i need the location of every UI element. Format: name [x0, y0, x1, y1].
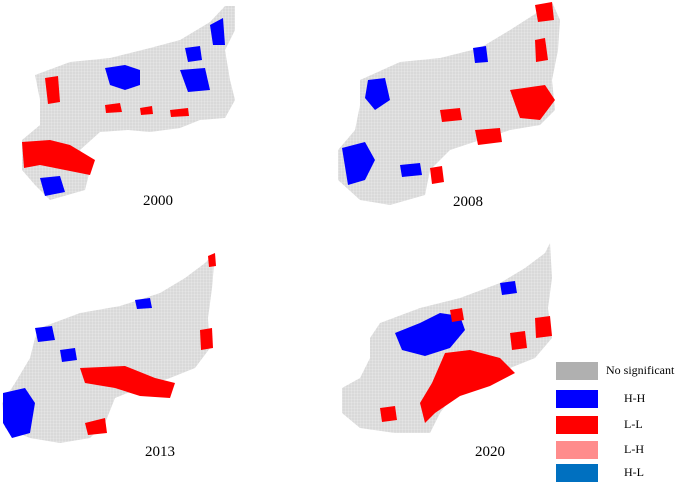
legend-item-ll: L-L — [556, 416, 684, 434]
patch-ll-north-central — [450, 308, 464, 322]
legend-swatch — [556, 464, 598, 482]
patch-ll-central — [440, 108, 462, 122]
legend-item-hl: H-L — [556, 464, 684, 482]
patch-hh-southwest — [40, 176, 65, 196]
map-year-label: 2020 — [475, 444, 505, 460]
patch-hh-northwest — [35, 326, 55, 342]
patch-ll-upper-right — [535, 38, 548, 62]
patch-ll-south-central — [420, 350, 515, 423]
region-outline — [2, 253, 215, 443]
legend-swatch — [556, 416, 598, 434]
map-2000 — [22, 6, 235, 200]
patch-ll-northeast — [535, 2, 554, 22]
patch-hh-north — [185, 46, 202, 62]
patch-hh-north — [473, 46, 488, 63]
patch-ll-east2 — [510, 331, 527, 350]
legend-item-no-significant: No significant — [556, 362, 684, 380]
patch-ll-southwest — [380, 406, 397, 422]
patch-ll-east — [510, 85, 555, 120]
patch-hh-southwest — [342, 142, 375, 185]
patch-ll-northeast — [208, 253, 216, 267]
map-2013 — [2, 253, 216, 443]
patch-hh-upper-middle — [180, 68, 210, 92]
patch-hh-north — [500, 281, 517, 295]
legend-label: H-L — [624, 465, 644, 479]
patch-ll-east — [200, 328, 213, 350]
map-2020 — [342, 243, 552, 433]
patch-ll-south — [85, 418, 107, 435]
patch-ll-south — [475, 128, 502, 145]
patch-hh-north — [135, 298, 152, 309]
patch-ll-south2 — [430, 166, 444, 184]
legend-label: H-H — [624, 391, 646, 405]
patch-ll-scattered-3 — [170, 108, 189, 117]
patch-hh-upper-right — [210, 18, 225, 45]
map-panel-2020: 2020 — [340, 238, 570, 460]
legend-swatch — [556, 390, 598, 408]
legend-swatch — [556, 362, 598, 380]
patch-hh-central-band — [395, 313, 465, 356]
legend-swatch — [556, 441, 598, 459]
patch-hh-west — [365, 78, 390, 110]
legend-item-lh: L-H — [556, 441, 684, 459]
legend-label: L-L — [624, 417, 643, 431]
map-year-label: 2008 — [453, 194, 483, 210]
patch-hh-southwest — [3, 388, 35, 438]
patch-ll-scattered-1 — [105, 103, 122, 113]
patch-hh-upper-left — [105, 65, 140, 90]
patch-ll-scattered-2 — [140, 106, 153, 115]
legend-item-hh: H-H — [556, 390, 684, 408]
map-panel-2008: 2008 — [330, 0, 570, 210]
patch-hh-south — [400, 163, 422, 177]
patch-ll-south-central — [80, 366, 175, 398]
patch-hh-central — [60, 348, 77, 362]
patch-ll-west — [22, 140, 95, 175]
patch-ll-left-edge — [45, 76, 60, 104]
patch-ll-east — [535, 316, 552, 338]
map-panel-2000: 2000 — [10, 0, 310, 209]
legend-label: L-H — [624, 442, 644, 456]
region-outline — [338, 2, 560, 205]
map-2008 — [338, 2, 560, 205]
map-year-label: 2013 — [145, 444, 175, 460]
map-panel-2013: 2013 — [0, 238, 230, 460]
legend-label: No significant — [606, 363, 675, 377]
map-year-label: 2000 — [143, 193, 173, 209]
